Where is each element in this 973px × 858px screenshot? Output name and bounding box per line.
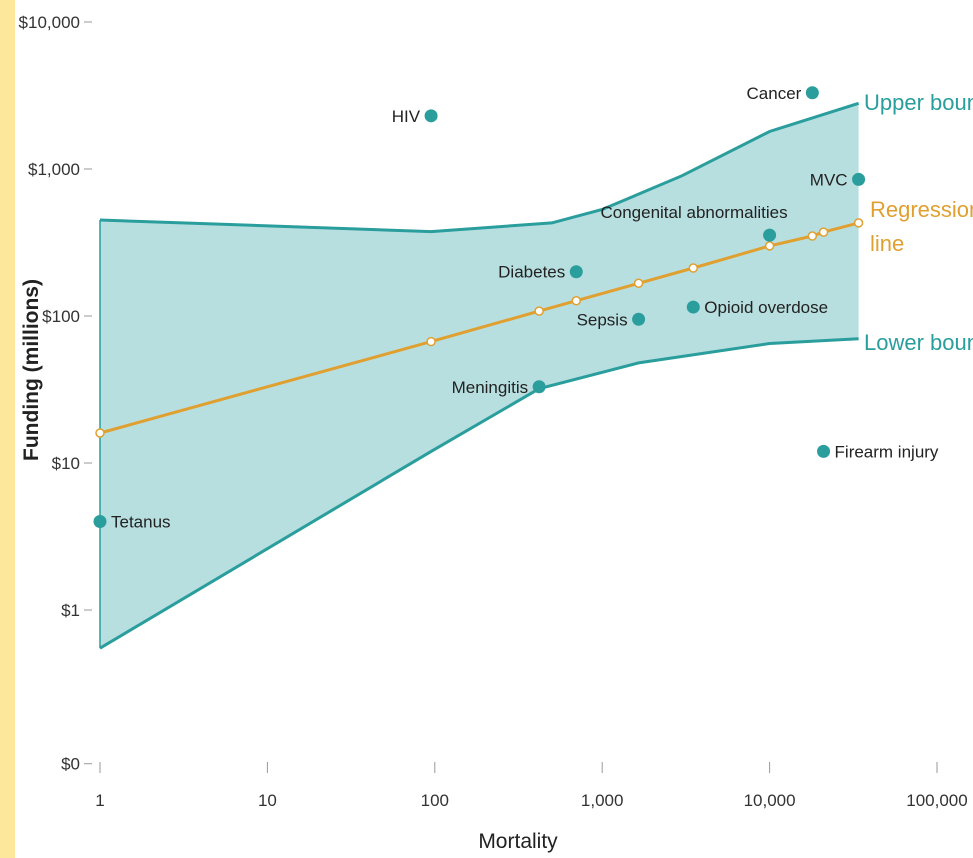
y-tick-label: $1,000: [28, 160, 80, 179]
regression-marker: [571, 295, 582, 306]
y-tick-label: $100: [42, 307, 80, 326]
x-axis-title: Mortality: [478, 830, 558, 853]
data-point: [632, 312, 646, 326]
y-tick-label: $1: [61, 601, 80, 620]
upper-bound-line: [99, 101, 860, 234]
point-label: Congenital abnormalities: [600, 203, 787, 222]
regression-marker: [818, 227, 829, 237]
regression-label: Regression: [870, 197, 973, 222]
point-label: Meningitis: [452, 378, 529, 397]
regression-label: line: [870, 231, 904, 256]
x-tick-label: 10: [258, 791, 277, 810]
regression-marker: [688, 263, 699, 273]
x-tick-label: 1,000: [581, 791, 624, 810]
point-label: Cancer: [747, 84, 802, 103]
point-label: Firearm injury: [835, 442, 939, 461]
lower-bound-label: Lower bound: [864, 330, 973, 355]
lower-bound-line: [99, 337, 859, 650]
data-point: [852, 172, 866, 186]
data-points: [93, 86, 866, 528]
x-tick-label: 10,000: [744, 791, 796, 810]
band-area: [100, 103, 859, 649]
y-tick-label: $0: [61, 755, 80, 774]
regression-marker: [764, 241, 775, 251]
regression-line: [99, 221, 859, 435]
x-tick-label: 1: [95, 791, 104, 810]
annotations: Tetanus HIV Meningitis Diabetes Sepsis Opioid…: [111, 84, 973, 532]
data-point: [532, 380, 546, 394]
y-tick-label: $10: [52, 454, 80, 473]
regression-marker: [633, 278, 644, 289]
data-point: [686, 300, 700, 314]
point-label: HIV: [392, 107, 421, 126]
confidence-band: [99, 101, 860, 650]
data-point: [763, 228, 777, 242]
point-label: Opioid overdose: [704, 298, 828, 317]
y-axis-title: Funding (millions): [20, 279, 43, 461]
data-point: [805, 86, 819, 100]
data-point: [569, 265, 583, 279]
x-tick-label: 100,000: [906, 791, 967, 810]
left-accent-strip: [0, 0, 15, 858]
data-point: [817, 444, 831, 458]
data-point: [93, 514, 107, 528]
regression-marker: [853, 218, 864, 228]
point-label: Tetanus: [111, 512, 171, 531]
upper-bound-label: Upper bound: [864, 90, 973, 115]
regression-marker: [426, 336, 436, 347]
regression-marker: [534, 306, 544, 316]
x-tick-label: 100: [421, 791, 449, 810]
regression-marker: [807, 231, 818, 241]
point-label: Diabetes: [498, 263, 565, 282]
axes: $10,000 $1,000 $100 $10 $1 $0 1 10 100 1,000 10,00…: [19, 13, 968, 853]
y-tick-label: $10,000: [19, 13, 80, 32]
regression-layer: [95, 218, 864, 438]
point-label: Sepsis: [577, 310, 628, 329]
regression-marker: [95, 428, 105, 438]
point-label: MVC: [810, 170, 848, 189]
data-point: [424, 109, 438, 123]
